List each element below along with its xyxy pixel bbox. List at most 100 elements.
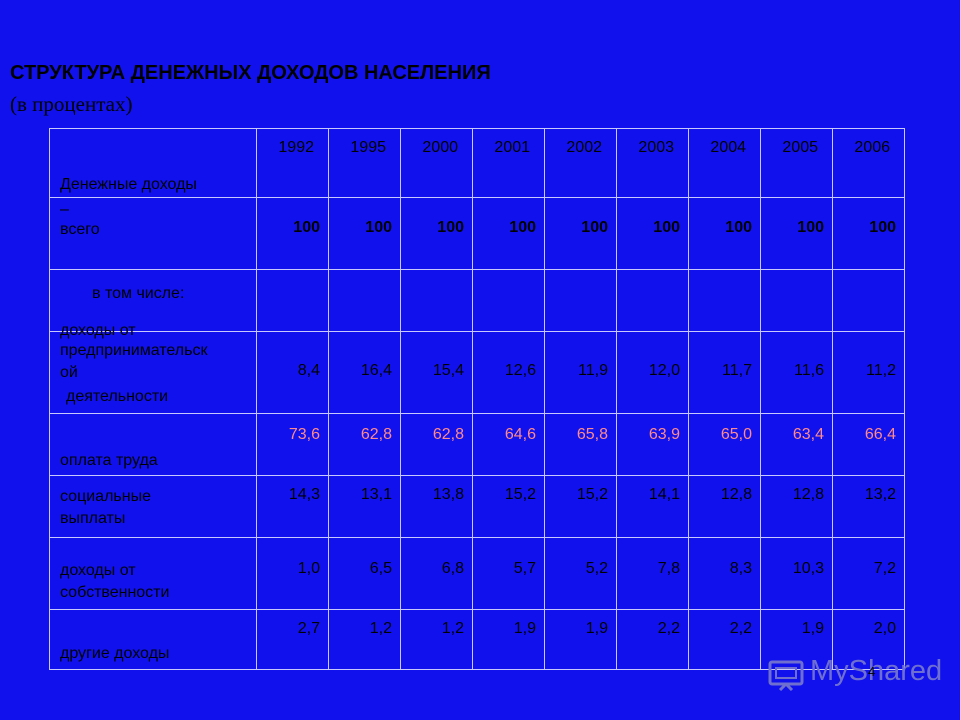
value-cell: 15,2: [472, 476, 544, 537]
value-cell: 100: [400, 198, 472, 269]
year-label: 2006: [854, 139, 890, 156]
other-label-cell: другие доходы: [50, 610, 256, 669]
business-value: 11,6: [794, 362, 824, 379]
year-label: 2002: [566, 139, 602, 156]
year-label: 2001: [494, 139, 530, 156]
header-label-cell: Денежные доходы: [50, 129, 256, 197]
income-table: Денежные доходы 1992 1995 2000 2001 2002…: [49, 128, 905, 670]
other-value: 2,2: [657, 620, 680, 637]
value-cell: 14,1: [616, 476, 688, 537]
wages-value: 62,8: [432, 426, 464, 443]
social-value: 14,1: [648, 486, 680, 503]
table-row-social: социальные выплаты 14,3 13,1 13,8 15,2 1…: [50, 475, 904, 537]
empty-cell: [760, 270, 832, 331]
social-value: 12,8: [792, 486, 824, 503]
table-row-wages: оплата труда 73,6 62,8 62,8 64,6 65,8 63…: [50, 413, 904, 475]
value-cell: 100: [328, 198, 400, 269]
social-label-line: социальные: [60, 488, 151, 505]
value-cell: 10,3: [760, 538, 832, 609]
wages-label-cell: оплата труда: [50, 414, 256, 475]
slide-title: СТРУКТУРА ДЕНЕЖНЫХ ДОХОДОВ НАСЕЛЕНИЯ: [10, 62, 491, 84]
year-label: 2003: [638, 139, 674, 156]
value-cell: 100: [256, 198, 328, 269]
value-cell: 5,7: [472, 538, 544, 609]
value-cell: 62,8: [328, 414, 400, 475]
value-cell: 13,1: [328, 476, 400, 537]
business-value: 15,4: [432, 362, 464, 379]
total-value: 100: [869, 219, 896, 236]
presentation-board-icon: [768, 660, 804, 691]
value-cell: 1,9: [760, 610, 832, 669]
including-label: в том числе:: [92, 285, 185, 302]
empty-cell: [544, 270, 616, 331]
wages-value: 63,4: [792, 426, 824, 443]
value-cell: 6,8: [400, 538, 472, 609]
table-row-other: другие доходы 2,7 1,2 1,2 1,9 1,9 2,2 2,…: [50, 609, 904, 669]
year-cell: 2004: [688, 129, 760, 197]
value-cell: 2,0: [832, 610, 904, 669]
business-label-line: ой: [60, 364, 78, 381]
empty-cell: [616, 270, 688, 331]
social-value: 15,2: [504, 486, 536, 503]
value-cell: 2,2: [688, 610, 760, 669]
value-cell: 11,9: [544, 332, 616, 413]
value-cell: 100: [760, 198, 832, 269]
value-cell: 64,6: [472, 414, 544, 475]
property-value: 7,2: [873, 560, 896, 577]
value-cell: 15,4: [400, 332, 472, 413]
other-value: 2,2: [729, 620, 752, 637]
value-cell: 8,3: [688, 538, 760, 609]
social-value: 15,2: [576, 486, 608, 503]
value-cell: 63,9: [616, 414, 688, 475]
property-value: 10,3: [792, 560, 824, 577]
value-cell: 2,7: [256, 610, 328, 669]
year-cell: 2002: [544, 129, 616, 197]
value-cell: 14,3: [256, 476, 328, 537]
value-cell: 13,8: [400, 476, 472, 537]
social-value: 13,8: [432, 486, 464, 503]
year-label: 1992: [278, 139, 314, 156]
social-label-line: выплаты: [60, 510, 126, 527]
table-row-total: – всего 100 100 100 100 100 100 100 100 …: [50, 197, 904, 269]
other-value: 1,9: [801, 620, 824, 637]
business-label-line: предпринимательск: [60, 342, 208, 359]
table-row-including: в том числе:: [50, 269, 904, 331]
value-cell: 12,8: [760, 476, 832, 537]
total-value: 100: [293, 219, 320, 236]
value-cell: 11,6: [760, 332, 832, 413]
year-cell: 2000: [400, 129, 472, 197]
year-cell: 2006: [832, 129, 904, 197]
business-label-cell: доходы от предпринимательск ой деятельно…: [50, 322, 256, 413]
table-header-row: Денежные доходы 1992 1995 2000 2001 2002…: [50, 129, 904, 197]
value-cell: 16,4: [328, 332, 400, 413]
value-cell: 7,2: [832, 538, 904, 609]
empty-cell: [688, 270, 760, 331]
property-value: 5,7: [513, 560, 536, 577]
property-label-line: собственности: [60, 584, 170, 601]
value-cell: 100: [544, 198, 616, 269]
business-value: 8,4: [297, 362, 320, 379]
empty-cell: [472, 270, 544, 331]
business-label-line: доходы от: [60, 322, 136, 339]
year-cell: 1992: [256, 129, 328, 197]
table-row-business: доходы от предпринимательск ой деятельно…: [50, 322, 904, 413]
value-cell: 100: [616, 198, 688, 269]
wages-value: 73,6: [288, 426, 320, 443]
total-label-cell: – всего: [50, 198, 256, 269]
value-cell: 100: [832, 198, 904, 269]
business-value: 12,6: [504, 362, 536, 379]
wages-value: 65,0: [720, 426, 752, 443]
property-value: 1,0: [297, 560, 320, 577]
year-label: 1995: [350, 139, 386, 156]
total-value: 100: [365, 219, 392, 236]
value-cell: 2,2: [616, 610, 688, 669]
other-value: 1,2: [369, 620, 392, 637]
property-value: 5,2: [585, 560, 608, 577]
including-label-cell: в том числе:: [50, 270, 256, 331]
empty-cell: [400, 270, 472, 331]
value-cell: 15,2: [544, 476, 616, 537]
other-value: 1,2: [441, 620, 464, 637]
value-cell: 66,4: [832, 414, 904, 475]
value-cell: 73,6: [256, 414, 328, 475]
